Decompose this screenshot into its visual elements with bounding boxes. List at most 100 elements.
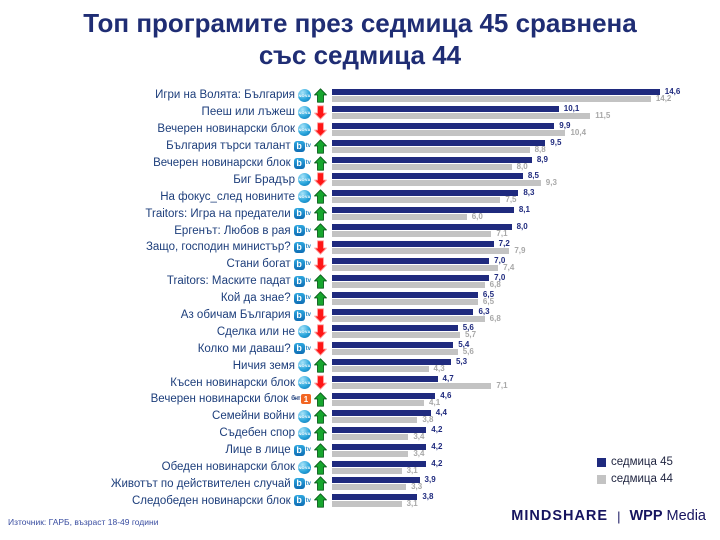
value-week45: 4,2 (431, 441, 443, 451)
value-week44: 3,1 (406, 465, 418, 475)
value-week44: 7,1 (496, 381, 508, 391)
legend-swatch-week44 (597, 474, 606, 484)
bar-week45 (332, 156, 532, 163)
program-label: Следобеден новинарски блок (131, 494, 291, 507)
btv-logo-icon: b tv (293, 309, 311, 321)
chart-row: Сделка или не NOVA 5,6 5,7 (0, 323, 720, 340)
trend-up-icon (314, 409, 328, 424)
value-week44: 7,4 (503, 262, 515, 272)
value-week45: 4,7 (442, 374, 454, 384)
trend-up-icon (314, 442, 328, 458)
nova-logo-icon: NOVA (298, 426, 311, 440)
chart-legend: седмица 45 седмица 44 (597, 456, 673, 490)
bar-week45 (332, 291, 478, 298)
value-week45: 9,9 (559, 120, 571, 130)
nova-logo-icon: NOVA (298, 105, 311, 119)
value-week45: 3,8 (422, 492, 434, 502)
bar-week45 (332, 359, 451, 366)
slide-title: Топ програмите през седмица 45 сравнена … (0, 0, 720, 71)
value-week44: 6,5 (482, 296, 495, 306)
btv-logo-icon: b tv (293, 225, 311, 237)
program-label: Traitors: Игра на предатели (145, 207, 291, 220)
bar-week45 (332, 443, 427, 450)
value-week44: 3,3 (411, 482, 423, 492)
chart-row: Обеден новинарски блок NOVA 4,2 3,1 (0, 459, 720, 476)
value-week45: 6,5 (482, 289, 495, 299)
chart-row: Колко ми даваш? b tv 5,4 5,6 (0, 340, 720, 357)
bar-week45 (332, 139, 546, 146)
value-week44: 9,3 (545, 178, 557, 188)
bar-week44 (332, 95, 651, 102)
value-week44: 8,0 (516, 161, 528, 171)
btv-logo-icon: b tv (293, 275, 311, 287)
value-week45: 8,9 (536, 154, 548, 164)
trend-down-icon (314, 172, 328, 188)
bar-week44 (332, 416, 418, 423)
program-label: Лице в лице (225, 444, 291, 457)
program-label: Кой да знае? (220, 292, 291, 305)
value-week45: 4,2 (431, 458, 443, 468)
bar-week44 (332, 315, 485, 322)
bar-week44 (332, 501, 402, 508)
program-label: Ергенът: Любов в рая (174, 224, 291, 237)
program-label: Пееш или лъжеш (201, 106, 295, 119)
trend-up-icon (314, 290, 328, 306)
program-label: Биг Брадър (233, 173, 295, 186)
bar-week45 (332, 460, 427, 467)
program-label: Ничия земя (232, 359, 295, 372)
bar-week44 (332, 197, 501, 204)
mindshare-logo: MINDSHARE (511, 508, 609, 524)
trend-down-icon (314, 307, 328, 323)
trend-up-icon (314, 392, 328, 407)
legend-item-week44: седмица 44 (597, 473, 673, 485)
bar-week45 (332, 392, 436, 399)
value-week45: 5,4 (458, 340, 470, 350)
value-week45: 10,1 (563, 103, 580, 113)
bar-week44 (332, 332, 460, 339)
chart-row: Кой да знае? b tv 6,5 6,5 (0, 290, 720, 307)
nova-logo-icon: NOVA (298, 122, 311, 136)
value-week45: 8,1 (518, 205, 530, 215)
trend-up-icon (314, 493, 328, 508)
bar-week44 (332, 349, 458, 356)
value-week44: 7,1 (496, 229, 508, 239)
legend-label-week45: седмица 45 (611, 456, 673, 468)
bar-week44 (332, 247, 510, 254)
legend-swatch-week45 (597, 457, 606, 467)
chart-row: Вечерен новинарски блок бнт 1 4,6 4,1 (0, 391, 720, 408)
chart-row: Ергенът: Любов в рая b tv 8,0 7,1 (0, 222, 720, 239)
bar-week45 (332, 240, 494, 247)
bar-week45 (332, 274, 490, 281)
trend-down-icon (314, 105, 328, 120)
trend-up-icon (314, 138, 328, 154)
program-label: Стани богат (226, 258, 291, 271)
bar-week44 (332, 399, 425, 406)
bar-week44 (332, 484, 407, 491)
chart-row: Късен новинарски блок NOVA 4,7 7,1 (0, 374, 720, 391)
program-label: Вечерен новинарски блок (157, 123, 295, 136)
program-label: Съдебен спор (219, 427, 295, 440)
bar-week45 (332, 88, 660, 95)
nova-logo-icon: NOVA (298, 88, 311, 102)
bar-week44 (332, 146, 530, 153)
bar-week45 (332, 105, 559, 112)
value-week45: 4,6 (440, 390, 452, 400)
bar-week45 (332, 409, 431, 416)
value-week45: 4,2 (431, 424, 443, 434)
btv-logo-icon: b tv (293, 258, 311, 270)
program-label: Обеден новинарски блок (161, 461, 295, 474)
wpp-logo: WPP (629, 508, 663, 524)
btv-logo-icon: b tv (293, 478, 311, 490)
nova-logo-icon: NOVA (298, 173, 311, 187)
chart-row: Вечерен новинарски блок NOVA 9,9 10,4 (0, 121, 720, 138)
bar-week44 (332, 112, 591, 119)
value-week44: 6,8 (489, 313, 501, 323)
chart-row: Игри на Волята: България NOVA 14,6 14,2 (0, 87, 720, 104)
value-week45: 7,0 (494, 272, 506, 282)
bar-week44 (332, 366, 429, 373)
bar-week44 (332, 163, 512, 170)
value-week44: 3,4 (413, 448, 425, 458)
bar-week44 (332, 281, 485, 288)
value-week44: 6,8 (489, 279, 501, 289)
